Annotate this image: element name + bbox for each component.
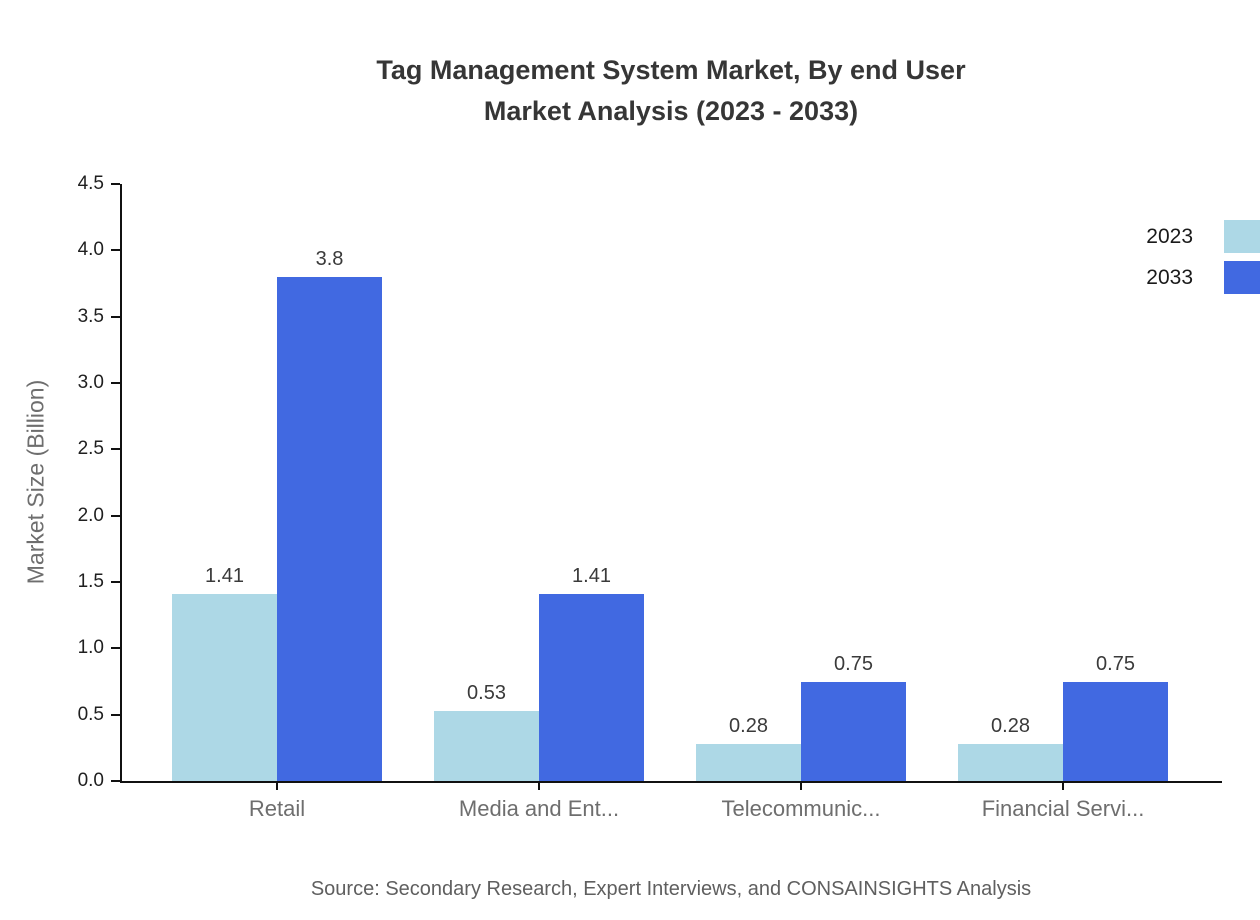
y-axis-title: Market Size (Billion) [22,379,49,585]
x-tick [800,781,802,790]
bar-2023-3 [958,743,1063,781]
bar-value-label: 0.75 [834,652,873,675]
y-tick-label: 4.5 [77,173,104,194]
bar-2033-2 [801,681,906,781]
x-tick [1062,781,1064,790]
x-tick [276,781,278,790]
y-tick-label: 4.0 [77,239,104,261]
legend-label-2033: 2033 [1146,265,1193,289]
y-tick [111,647,120,650]
legend-item-2033: 2033 [1146,261,1260,294]
bar-2023-0 [172,593,277,781]
bar-value-label: 0.53 [467,681,506,704]
y-tick [111,448,120,451]
y-tick [111,249,120,252]
bar-value-label: 3.8 [315,247,344,270]
y-tick-label: 3.5 [77,305,104,327]
chart-title: Tag Management System Market, By end Use… [120,50,1222,132]
y-tick-label: 2.5 [77,438,104,460]
y-tick [111,315,120,318]
x-category-label: Retail [248,796,306,821]
legend: 2023 2033 [1146,220,1260,302]
legend-swatch-2033 [1224,261,1260,294]
chart-title-line2: Market Analysis (2023 - 2033) [483,96,859,126]
y-tick [111,581,120,583]
legend-label-2023: 2023 [1146,224,1193,248]
y-tick [111,183,120,185]
y-tick-label: 1.0 [77,637,104,659]
x-category-label: Media and Ent... [458,796,620,821]
source-note: Source: Secondary Research, Expert Inter… [310,878,1032,900]
y-tick [111,514,120,517]
bar-value-label: 0.75 [1096,652,1135,675]
y-tick [111,780,120,782]
y-tick-label: 1.5 [77,571,104,592]
plot-area: 0.0 0.5 1.0 1.5 2.0 2.5 3.0 3.5 4.0 4.5 1.41 3.8 0.… [78,173,1222,821]
legend-item-2023: 2023 [1146,220,1260,253]
y-tick-label: 3.0 [77,372,104,393]
x-tick [538,781,540,790]
bar-value-label: 0.28 [729,714,768,737]
bar-2033-3 [1063,681,1168,781]
y-tick-label: 0.0 [77,770,104,791]
y-tick-label: 0.5 [77,703,104,725]
bar-value-label: 1.41 [572,564,611,587]
legend-swatch-2023 [1224,220,1260,253]
bar-2023-1 [434,710,539,781]
chart-title-line1: Tag Management System Market, By end Use… [376,55,966,85]
bar-2033-0 [277,276,382,781]
x-category-label: Financial Servi... [981,796,1145,821]
bar-2023-2 [696,743,801,781]
y-tick [111,382,120,384]
y-tick [111,713,120,716]
bar-value-label: 1.41 [205,564,244,587]
y-tick-label: 2.0 [77,504,104,526]
bar-2033-1 [539,593,644,781]
bar-value-label: 0.28 [991,714,1030,737]
x-category-label: Telecommunic... [721,796,881,821]
